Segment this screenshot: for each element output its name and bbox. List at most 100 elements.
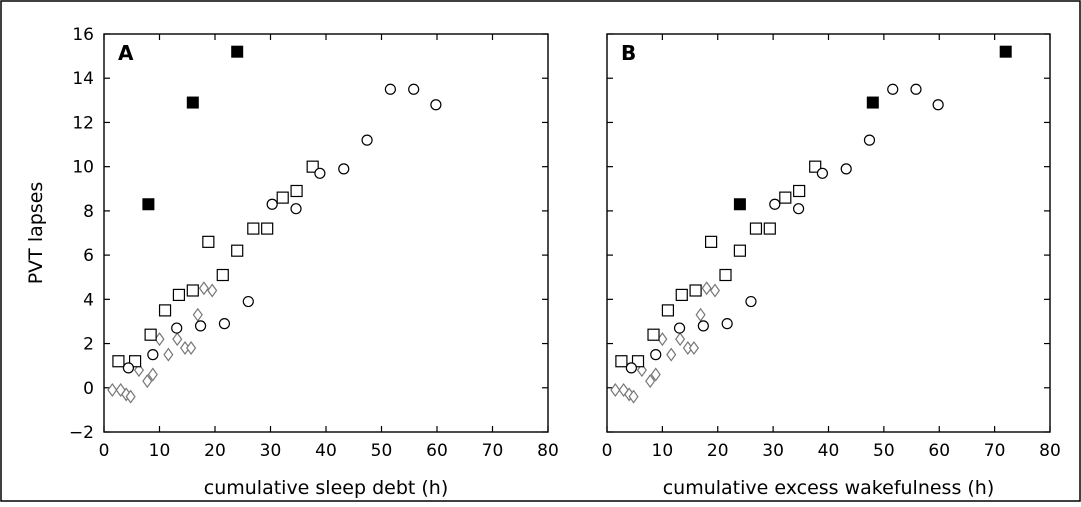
- diamond-point: [675, 332, 686, 347]
- open-circle-point: [745, 295, 757, 308]
- y-tick-label: 8: [83, 202, 94, 222]
- filled-square-point: [186, 96, 199, 109]
- x-tick-label: 50: [371, 441, 393, 461]
- open-circle-point: [242, 295, 254, 308]
- diamond-point: [695, 307, 706, 322]
- x-tick-label: 10: [149, 441, 171, 461]
- open-square-point: [615, 355, 628, 368]
- diamond-point: [142, 374, 153, 389]
- x-axis-title: cumulative excess wakefulness (h): [663, 477, 995, 499]
- diamond-point: [147, 367, 158, 382]
- x-tick-label: 20: [707, 441, 729, 461]
- open-circle-point: [932, 99, 944, 111]
- diamond-point: [172, 332, 183, 347]
- y-tick-label: 2: [83, 335, 94, 355]
- open-square-point: [202, 235, 215, 248]
- diamond-point: [701, 281, 712, 296]
- open-square-point: [689, 284, 702, 297]
- x-tick-label: 30: [762, 441, 784, 461]
- open-square-point: [749, 222, 763, 235]
- open-circle-point: [697, 320, 709, 332]
- y-axis-title: PVT lapses: [25, 182, 47, 285]
- open-circle-point: [625, 362, 637, 374]
- open-square-point: [261, 222, 274, 235]
- diamond-point: [207, 283, 218, 298]
- open-circle-point: [218, 318, 231, 330]
- open-circle-point: [887, 83, 899, 95]
- open-square-point: [733, 244, 747, 257]
- x-tick-label: 40: [818, 441, 840, 461]
- open-square-point: [128, 355, 142, 368]
- x-tick-label: 70: [482, 441, 504, 461]
- open-circle-point: [122, 362, 135, 374]
- diamond-point: [163, 347, 174, 362]
- open-square-point: [186, 284, 199, 297]
- open-circle-point: [816, 167, 829, 179]
- open-circle-point: [408, 83, 420, 95]
- filled-square-point: [231, 45, 244, 58]
- open-square-point: [631, 355, 645, 368]
- open-circle-point: [290, 203, 302, 215]
- open-square-point: [809, 160, 822, 173]
- open-circle-point: [361, 134, 373, 146]
- chart-panel-a: 0 10 20 30 40 50 60 70 801614121086420−2cumulati…: [25, 25, 559, 499]
- diamond-point: [107, 382, 118, 398]
- y-tick-label: 12: [72, 113, 94, 133]
- filled-square-point: [733, 198, 746, 211]
- x-tick-label: 0: [99, 441, 110, 461]
- open-circle-point: [792, 203, 805, 215]
- diamond-point: [650, 367, 661, 382]
- open-square-point: [306, 160, 319, 173]
- diamond-point: [192, 307, 203, 322]
- open-circle-point: [430, 99, 442, 111]
- diamond-point: [636, 363, 647, 378]
- diamond-point: [610, 382, 621, 398]
- open-circle-point: [769, 198, 781, 210]
- open-square-point: [172, 288, 186, 302]
- open-square-point: [705, 235, 718, 248]
- open-circle-point: [314, 167, 326, 179]
- open-circle-point: [863, 134, 876, 146]
- filled-square-point: [999, 45, 1012, 58]
- open-square-point: [231, 244, 244, 257]
- open-circle-point: [840, 163, 852, 175]
- x-tick-label: 40: [315, 441, 337, 461]
- x-tick-label: 60: [426, 441, 448, 461]
- x-tick-label: 30: [260, 441, 282, 461]
- open-circle-point: [673, 322, 686, 334]
- x-tick-label: 60: [928, 441, 950, 461]
- open-circle-point: [384, 83, 396, 95]
- open-circle-point: [171, 322, 183, 334]
- x-axis-title: cumulative sleep debt (h): [204, 477, 449, 499]
- diamond-point: [666, 347, 677, 362]
- open-square-point: [719, 268, 732, 282]
- x-tick-label: 10: [652, 441, 674, 461]
- filled-square-point: [866, 96, 879, 109]
- open-square-point: [144, 328, 157, 341]
- diamond-point: [645, 374, 656, 389]
- open-square-point: [779, 191, 792, 204]
- x-tick-label: 20: [204, 441, 226, 461]
- y-tick-label: −2: [69, 423, 94, 443]
- open-circle-point: [266, 198, 278, 210]
- panel-label: A: [118, 41, 134, 65]
- y-tick-label: 10: [72, 158, 94, 178]
- diamond-point: [688, 340, 699, 356]
- open-square-point: [793, 184, 806, 198]
- open-circle-point: [338, 163, 350, 175]
- diamond-point: [125, 389, 136, 404]
- y-tick-label: 16: [72, 25, 94, 45]
- diamond-point: [709, 283, 721, 298]
- diamond-point: [198, 281, 209, 296]
- x-tick-label: 80: [1039, 441, 1061, 461]
- open-square-point: [158, 304, 172, 317]
- panel-label: B: [621, 41, 636, 65]
- chart-panel-b: 0 10 20 30 40 50 60 70 80 cumulative excess wakef…: [602, 33, 1061, 499]
- x-tick-label: 50: [873, 441, 895, 461]
- open-circle-point: [910, 83, 922, 95]
- diamond-point: [628, 389, 639, 404]
- open-square-point: [276, 191, 289, 204]
